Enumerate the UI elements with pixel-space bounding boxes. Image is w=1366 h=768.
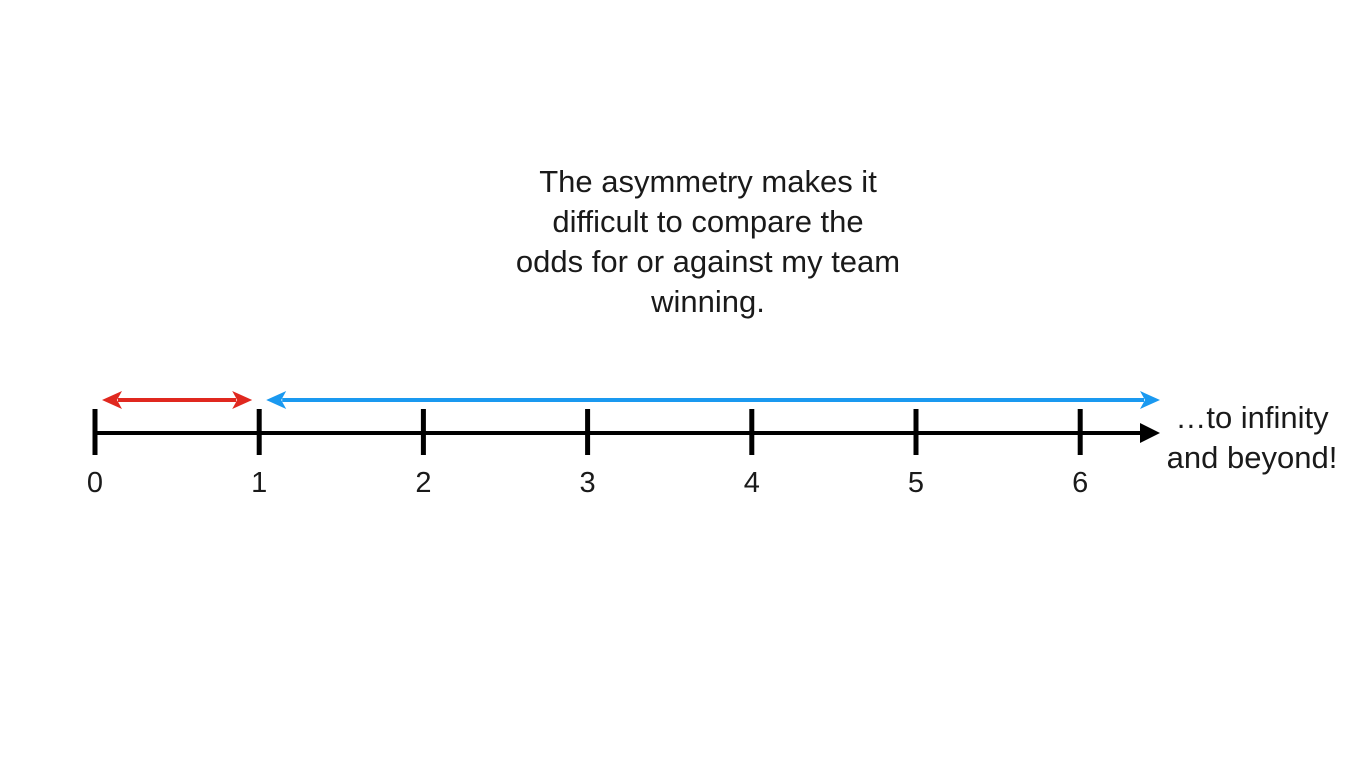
range-arrow-head-left [102,391,122,409]
axis-layer [92,409,1160,455]
tick-label: 0 [87,467,103,499]
caption-text: The asymmetry makes it difficult to comp… [458,162,958,322]
axis-arrow-head [1140,423,1160,443]
caption-line: odds for or against my team [515,244,901,279]
range-arrow-head-left [266,391,287,409]
tick-label: 5 [908,467,924,499]
tick-label-layer: 0 1 2 3 4 5 6 [87,467,1088,499]
range-arrow-head-right [232,391,253,409]
range-arrow-head-right [1140,391,1160,409]
tick-label: 4 [744,467,760,499]
caption-line: winning. [651,284,765,319]
tick-label: 2 [415,467,431,499]
infinity-note-line: and beyond! [1166,440,1338,475]
caption-line: The asymmetry makes it [539,164,877,199]
infinity-note-line: …to infinity [1175,400,1329,435]
caption-line: difficult to compare the [552,204,864,239]
tick-label: 3 [580,467,596,499]
infinity-note: …to infinity and beyond! [1152,398,1352,478]
tick-label: 1 [251,467,267,499]
range-layer [102,391,1160,409]
tick-label: 6 [1072,467,1088,499]
